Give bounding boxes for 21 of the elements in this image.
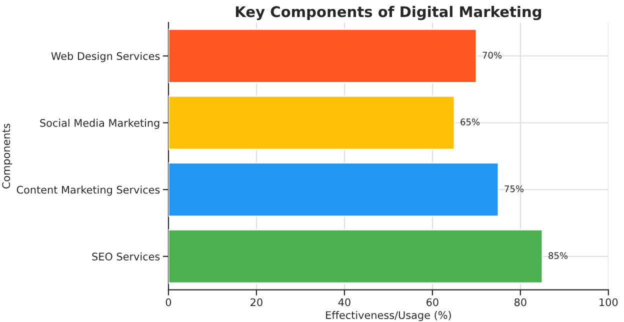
data-label: 85% <box>548 252 568 260</box>
y-tick-label: Web Design Services <box>51 52 160 62</box>
bar <box>168 162 500 217</box>
bar <box>168 228 544 284</box>
x-tick-label: 20 <box>250 298 262 306</box>
x-tick-label: 80 <box>514 298 526 306</box>
data-label: 65% <box>460 118 480 126</box>
y-tick-label: SEO Services <box>92 252 160 260</box>
x-tick-label: 100 <box>600 298 618 306</box>
data-label: 75% <box>504 185 524 192</box>
data-label: 70% <box>482 52 502 59</box>
x-tick-label: 40 <box>338 298 350 306</box>
x-tick-label: 60 <box>426 298 438 306</box>
bar <box>168 28 478 84</box>
x-axis-title: Effectiveness/Usage (%) <box>326 310 451 322</box>
chart-title: Key Components of Digital Marketing <box>236 6 542 20</box>
y-axis-title: Components <box>2 124 12 189</box>
bar <box>168 95 456 150</box>
y-tick-label: Social Media Marketing <box>40 118 160 129</box>
y-tick-label: Content Marketing Services <box>16 186 160 196</box>
x-tick-label: 0 <box>166 298 172 306</box>
